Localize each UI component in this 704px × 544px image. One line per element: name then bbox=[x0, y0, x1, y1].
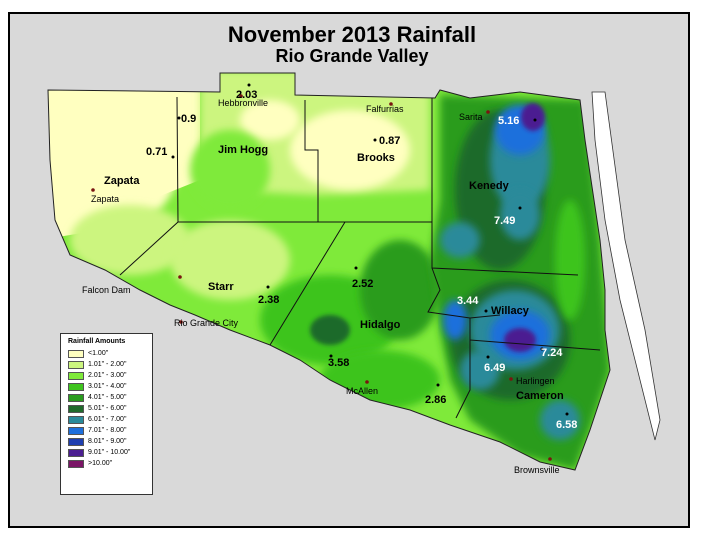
rainfall-value: 0.87 bbox=[379, 135, 400, 147]
rainfall-value: 6.58 bbox=[556, 419, 577, 431]
place-label: Zapata bbox=[91, 194, 119, 204]
legend-item: 7.01" - 8.00" bbox=[68, 425, 152, 436]
legend-title: Rainfall Amounts bbox=[68, 338, 126, 345]
place-label: Falcon Dam bbox=[82, 285, 131, 295]
legend-item: >10.00" bbox=[68, 458, 152, 469]
place-label: McAllen bbox=[346, 386, 378, 396]
barrier-island bbox=[591, 91, 661, 441]
place-label: Harlingen bbox=[516, 376, 555, 386]
rainfall-value: 2.03 bbox=[236, 89, 257, 101]
rainfall-value: 6.49 bbox=[484, 362, 505, 374]
rainfall-value: 3.44 bbox=[457, 295, 479, 307]
county-label: Brooks bbox=[357, 152, 395, 164]
place-label: Hebbronville bbox=[218, 98, 268, 108]
county-label: Starr bbox=[208, 281, 234, 293]
region-outline bbox=[47, 72, 611, 471]
rainfall-value: 7.49 bbox=[494, 215, 515, 227]
county-boundaries bbox=[119, 96, 601, 419]
rainfall-value: 3.58 bbox=[328, 357, 349, 369]
legend-swatch bbox=[68, 437, 84, 446]
gauge-markers bbox=[171, 83, 569, 416]
legend: Rainfall Amounts <1.00" 1.01" - 2.00" 2.01… bbox=[60, 333, 153, 495]
legend-swatch bbox=[68, 393, 84, 402]
rainfall-value: 5.16 bbox=[498, 115, 519, 127]
place-label: Rio Grande City bbox=[174, 318, 239, 328]
legend-swatch bbox=[68, 382, 84, 391]
rainfall-value: 0.9 bbox=[181, 113, 196, 125]
legend-item: 9.01" - 10.00" bbox=[68, 447, 152, 458]
rainfall-value: 0.71 bbox=[146, 146, 167, 158]
county-labels: Jim Hogg Brooks Zapata Kenedy Starr Hida… bbox=[104, 144, 564, 402]
legend-label: 1.01" - 2.00" bbox=[88, 361, 127, 368]
legend-swatch bbox=[68, 360, 84, 369]
legend-label: <1.00" bbox=[88, 350, 109, 357]
place-label: Brownsville bbox=[514, 465, 560, 475]
legend-item: 8.01" - 9.00" bbox=[68, 436, 152, 447]
legend-label: 8.01" - 9.00" bbox=[88, 438, 127, 445]
legend-label: 4.01" - 5.00" bbox=[88, 394, 127, 401]
legend-label: 6.01" - 7.00" bbox=[88, 416, 127, 423]
legend-item: 6.01" - 7.00" bbox=[68, 414, 152, 425]
legend-item: 1.01" - 2.00" bbox=[68, 359, 152, 370]
legend-label: 7.01" - 8.00" bbox=[88, 427, 127, 434]
rainfall-value: 2.52 bbox=[352, 278, 373, 290]
legend-label: >10.00" bbox=[88, 460, 113, 467]
legend-label: 5.01" - 6.00" bbox=[88, 405, 127, 412]
legend-item: 2.01" - 3.00" bbox=[68, 370, 152, 381]
legend-item: 4.01" - 5.00" bbox=[68, 392, 152, 403]
county-label: Kenedy bbox=[469, 180, 510, 192]
county-label: Zapata bbox=[104, 175, 140, 187]
rainfall-values: 2.03 0.9 0.71 0.87 5.16 7.49 2.52 2.38 3… bbox=[146, 89, 577, 431]
county-label: Willacy bbox=[491, 305, 530, 317]
legend-swatch bbox=[68, 415, 84, 424]
rainfall-value: 2.86 bbox=[425, 394, 446, 406]
legend-swatch bbox=[68, 349, 84, 358]
legend-swatch bbox=[68, 426, 84, 435]
rainfall-value: 2.38 bbox=[258, 294, 279, 306]
rainfall-field bbox=[48, 73, 610, 470]
legend-swatch bbox=[68, 459, 84, 468]
county-label: Jim Hogg bbox=[218, 144, 268, 156]
legend-swatch bbox=[68, 448, 84, 457]
legend-item: <1.00" bbox=[68, 348, 152, 359]
map-subtitle: Rio Grande Valley bbox=[275, 46, 429, 66]
city-markers bbox=[91, 94, 552, 461]
legend-items: <1.00" 1.01" - 2.00" 2.01" - 3.00" 3.01" - … bbox=[61, 348, 152, 469]
legend-label: 2.01" - 3.00" bbox=[88, 372, 127, 379]
map-title: November 2013 Rainfall bbox=[227, 22, 477, 47]
place-label: Falfurrias bbox=[366, 104, 404, 114]
place-labels: Hebbronville Falfurrias Sarita Zapata Fa… bbox=[82, 98, 560, 475]
legend-label: 9.01" - 10.00" bbox=[88, 449, 131, 456]
county-label: Cameron bbox=[516, 390, 564, 402]
legend-label: 3.01" - 4.00" bbox=[88, 383, 127, 390]
legend-item: 3.01" - 4.00" bbox=[68, 381, 152, 392]
legend-swatch bbox=[68, 404, 84, 413]
legend-swatch bbox=[68, 371, 84, 380]
place-label: Sarita bbox=[459, 112, 483, 122]
legend-item: 5.01" - 6.00" bbox=[68, 403, 152, 414]
county-label: Hidalgo bbox=[360, 319, 401, 331]
rainfall-value: 7.24 bbox=[541, 347, 563, 359]
